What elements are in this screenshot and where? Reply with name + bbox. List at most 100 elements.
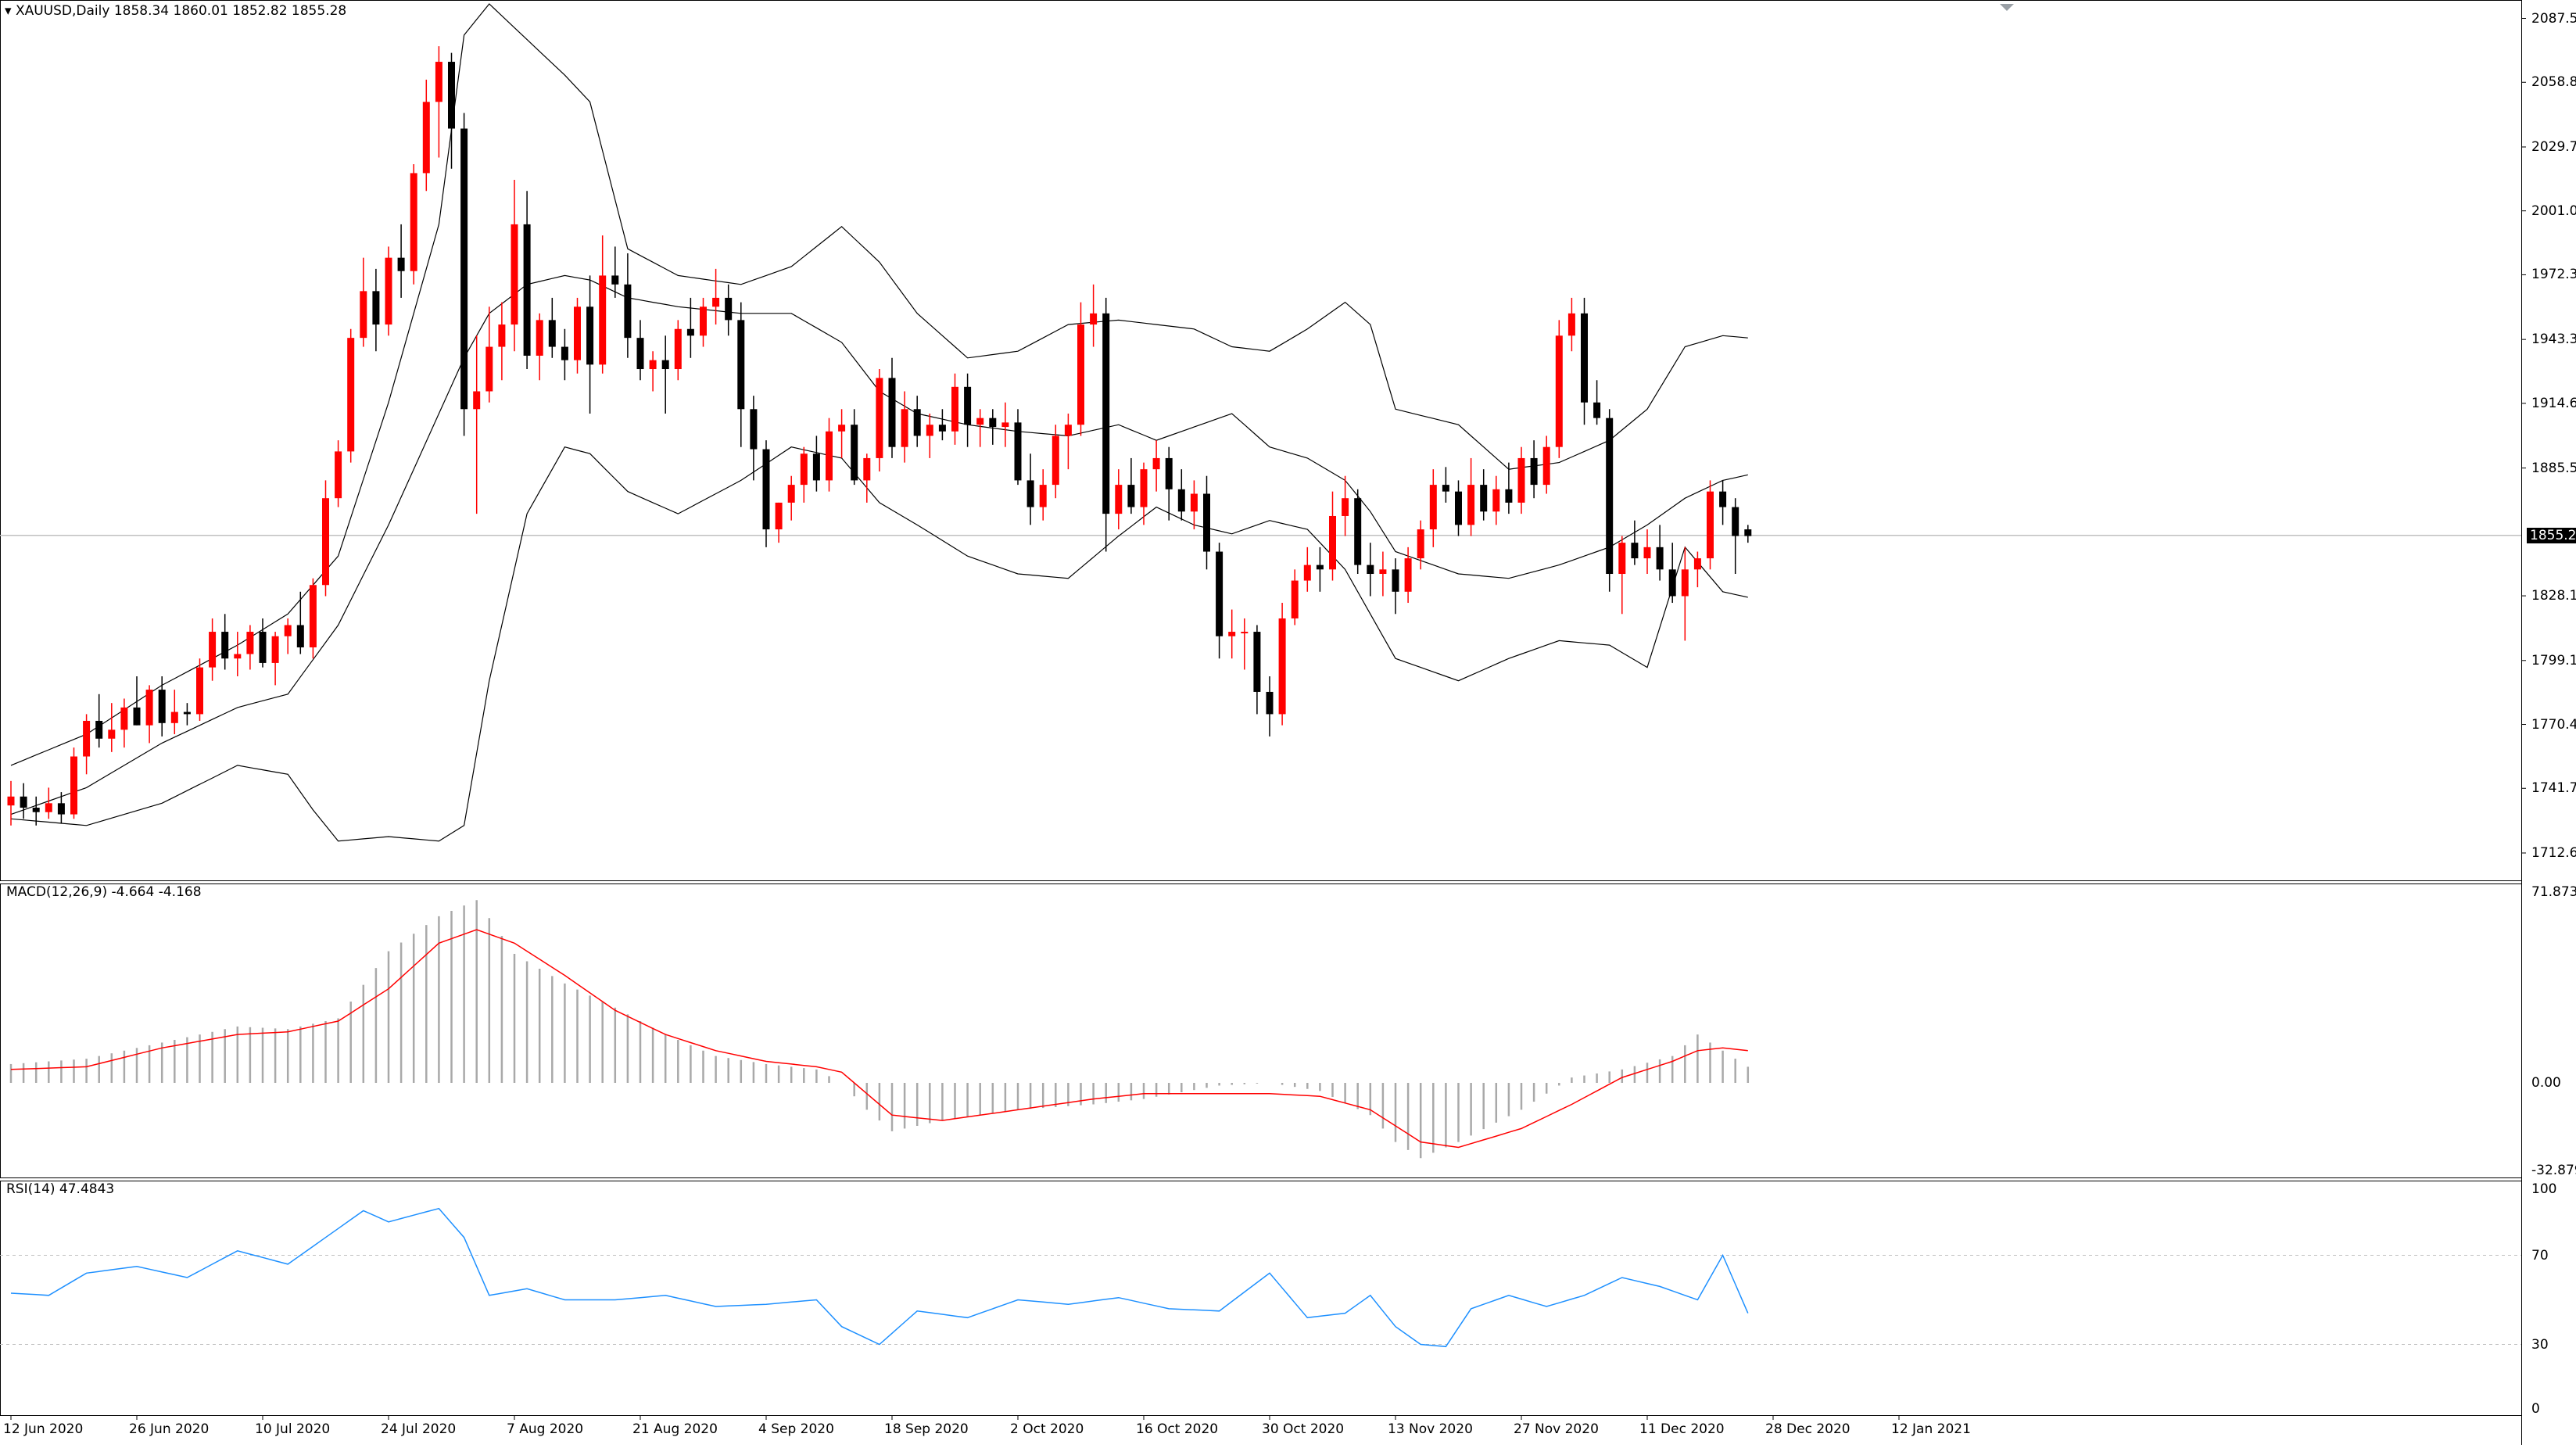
candle-body [775, 502, 783, 530]
candle-body [511, 224, 518, 325]
candle-body [108, 729, 116, 739]
candle [360, 257, 367, 347]
candle [1329, 491, 1336, 581]
candle-body [964, 386, 972, 425]
candle-body [1216, 551, 1224, 636]
candle [1014, 409, 1022, 486]
candle [511, 179, 518, 352]
candle-body [1052, 435, 1059, 486]
candle-body [45, 803, 52, 812]
candle [1052, 425, 1059, 499]
candle [888, 357, 896, 458]
macd-axis-label: 71.873 [2531, 884, 2576, 900]
candle [1291, 569, 1299, 625]
candle [649, 351, 657, 392]
candle [863, 453, 871, 503]
candle [1090, 284, 1098, 347]
candle-body [989, 418, 997, 428]
candle-body [1203, 493, 1210, 552]
candle-body [1316, 565, 1324, 570]
candle-body [1190, 493, 1198, 512]
candle [1152, 440, 1160, 492]
time-axis-label: 18 Sep 2020 [884, 1421, 969, 1437]
main-header-text: XAUUSD,Daily 1858.34 1860.01 1852.82 185… [15, 3, 347, 19]
candle-body [1241, 632, 1249, 634]
candle [1278, 603, 1286, 726]
candle-body [636, 338, 644, 370]
candle [108, 703, 116, 752]
candle-body [1064, 425, 1072, 436]
candle [1342, 475, 1349, 536]
candle [536, 313, 543, 381]
candle-body [1480, 485, 1488, 512]
candle-body [863, 457, 871, 481]
candle-body [1693, 558, 1701, 570]
candle-body [599, 275, 607, 365]
candle [1707, 480, 1714, 570]
candle-body [360, 291, 367, 339]
candle-body [1505, 489, 1513, 503]
candle-body [1542, 446, 1550, 486]
candle-body [83, 720, 91, 757]
macd-header: MACD(12,26,9) -4.664 -4.168 [6, 884, 202, 900]
candle-body [586, 306, 594, 365]
candle-body [725, 297, 733, 321]
candle [1316, 547, 1324, 592]
candle-body [1593, 402, 1601, 418]
price-axis-label: 1943.30 [2531, 332, 2576, 348]
candle [1140, 462, 1148, 525]
panel-frames [0, 0, 2526, 1445]
macd-signal-line [10, 929, 1748, 1149]
candle-body [183, 711, 191, 715]
candle [498, 302, 506, 381]
candle [385, 246, 392, 336]
candle [1606, 409, 1614, 592]
candle [574, 297, 581, 374]
candle [1492, 475, 1500, 525]
candle [485, 306, 493, 403]
candle [1517, 446, 1525, 514]
candle-body [1102, 313, 1110, 514]
candle [57, 792, 65, 823]
candle-body [1014, 422, 1022, 481]
rsi-axis-label: 70 [2531, 1247, 2549, 1263]
candle [1593, 380, 1601, 425]
candle [145, 685, 153, 744]
candle [1203, 475, 1210, 570]
candle [372, 268, 380, 352]
chart-shift-marker-icon[interactable] [2000, 4, 2014, 11]
candle-body [737, 320, 745, 410]
candle [20, 783, 27, 819]
candle-body [1681, 569, 1689, 597]
symbol-menu-triangle-icon[interactable]: ▾ [5, 3, 12, 19]
candle [1115, 469, 1123, 530]
candle-body [700, 306, 707, 336]
candle-body [209, 632, 217, 668]
candle [636, 320, 644, 381]
candle-body [460, 128, 468, 410]
candle [1744, 525, 1752, 543]
candle-body [1455, 491, 1462, 525]
candle-body [485, 346, 493, 392]
candle [624, 253, 632, 358]
candle-body [838, 425, 846, 432]
candle [926, 413, 933, 458]
rsi-axis-label: 100 [2531, 1181, 2557, 1197]
candle [347, 328, 355, 463]
candle-body [750, 409, 758, 450]
candle-body [95, 720, 103, 739]
candle [1618, 536, 1626, 615]
candle [1379, 551, 1387, 597]
candle-body [800, 453, 808, 486]
candle [1555, 320, 1563, 458]
candle [322, 480, 329, 597]
candle-body [1404, 558, 1412, 592]
main-header: ▾ XAUUSD,Daily 1858.34 1860.01 1852.82 1… [5, 3, 346, 19]
candle [876, 369, 883, 472]
price-axis-label: 1828.15 [2531, 588, 2576, 604]
candle-body [1266, 691, 1274, 715]
candle [246, 625, 254, 670]
candle-body [1656, 547, 1664, 570]
candle-body [7, 796, 15, 806]
